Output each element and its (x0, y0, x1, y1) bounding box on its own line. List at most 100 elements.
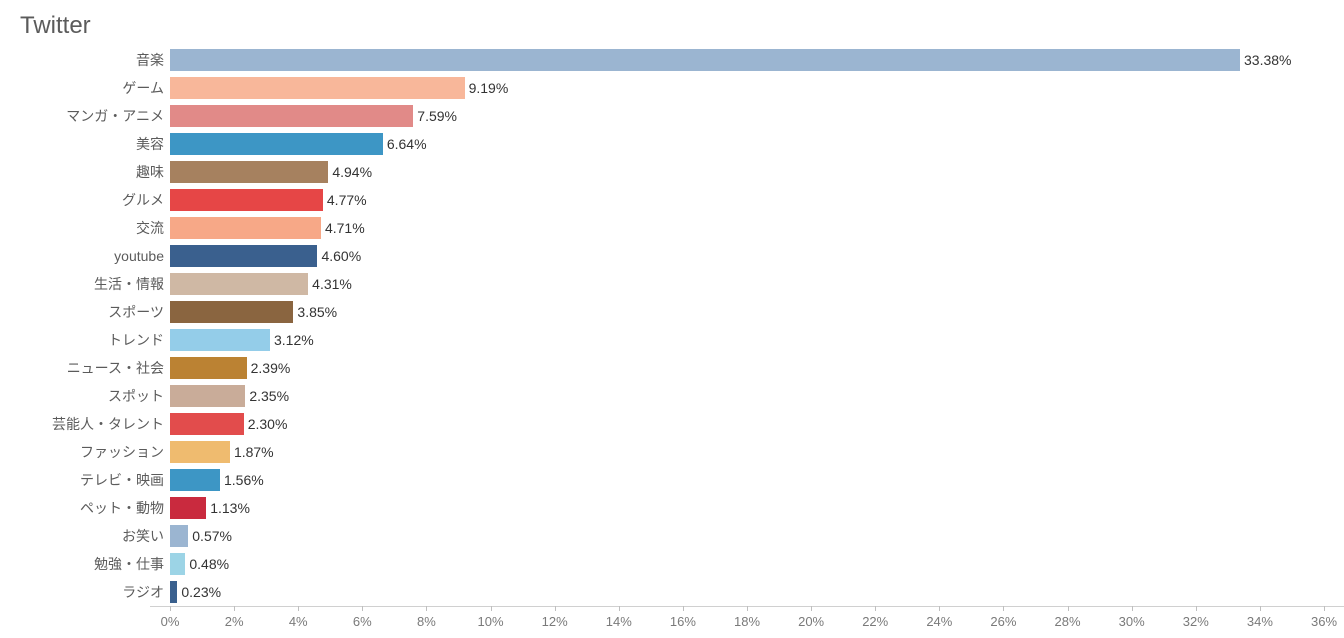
tick-mark (1260, 606, 1261, 611)
bar (170, 273, 308, 295)
tick-label: 0% (161, 614, 180, 629)
value-label: 2.35% (245, 388, 289, 404)
value-label: 4.31% (308, 276, 352, 292)
tick-mark (362, 606, 363, 611)
category-label: ゲーム (20, 78, 170, 98)
bar-track: 2.35% (170, 382, 1324, 410)
bar-track: 33.38% (170, 46, 1324, 74)
tick-label: 34% (1247, 614, 1273, 629)
category-label: マンガ・アニメ (20, 106, 170, 126)
bar-row: 生活・情報4.31% (20, 270, 1324, 298)
bar (170, 385, 245, 407)
bar (170, 77, 465, 99)
tick-mark (1196, 606, 1197, 611)
bar (170, 189, 323, 211)
x-axis: 0%2%4%6%8%10%12%14%16%18%20%22%24%26%28%… (170, 608, 1324, 638)
bar (170, 581, 177, 603)
bar-track: 0.23% (170, 578, 1324, 606)
bar-row: ニュース・社会 2.39% (20, 354, 1324, 382)
tick-mark (747, 606, 748, 611)
tick-mark (1003, 606, 1004, 611)
tick-label: 28% (1055, 614, 1081, 629)
bar-row: トレンド3.12% (20, 326, 1324, 354)
category-label: ファッション (20, 442, 170, 462)
bar-track: 4.71% (170, 214, 1324, 242)
tick-mark (234, 606, 235, 611)
bar (170, 245, 317, 267)
tick-label: 22% (862, 614, 888, 629)
value-label: 7.59% (413, 108, 457, 124)
bar (170, 441, 230, 463)
bar-row: 交流 4.71% (20, 214, 1324, 242)
bar-row: 音楽 33.38% (20, 46, 1324, 74)
tick-label: 14% (606, 614, 632, 629)
category-label: 美容 (20, 134, 170, 154)
tick-label: 20% (798, 614, 824, 629)
tick-mark (811, 606, 812, 611)
category-label: テレビ・映画 (20, 470, 170, 490)
category-label: ラジオ (20, 582, 170, 602)
tick-mark (939, 606, 940, 611)
bar (170, 497, 206, 519)
bar-track: 4.60% (170, 242, 1324, 270)
tick-label: 8% (417, 614, 436, 629)
tick-label: 18% (734, 614, 760, 629)
bar-row: 美容 6.64% (20, 130, 1324, 158)
value-label: 9.19% (465, 80, 509, 96)
tick-label: 36% (1311, 614, 1337, 629)
bar-row: youtube4.60% (20, 242, 1324, 270)
category-label: 勉強・仕事 (20, 554, 170, 574)
bar (170, 413, 244, 435)
bar-row: スポット 2.35% (20, 382, 1324, 410)
bar (170, 553, 185, 575)
bar (170, 357, 247, 379)
value-label: 4.94% (328, 164, 372, 180)
tick-mark (683, 606, 684, 611)
bar (170, 161, 328, 183)
value-label: 2.30% (244, 416, 288, 432)
bar-row: 趣味 4.94% (20, 158, 1324, 186)
bar-row: 勉強・仕事 0.48% (20, 550, 1324, 578)
bar-track: 1.13% (170, 494, 1324, 522)
category-label: トレンド (20, 330, 170, 350)
tick-label: 32% (1183, 614, 1209, 629)
tick-label: 26% (990, 614, 1016, 629)
tick-label: 24% (926, 614, 952, 629)
value-label: 1.56% (220, 472, 264, 488)
bar-row: マンガ・アニメ 7.59% (20, 102, 1324, 130)
bar-track: 2.30% (170, 410, 1324, 438)
category-label: スポット (20, 386, 170, 406)
tick-mark (1324, 606, 1325, 611)
category-label: スポーツ (20, 302, 170, 322)
value-label: 0.57% (188, 528, 232, 544)
bar (170, 49, 1240, 71)
tick-label: 10% (478, 614, 504, 629)
tick-mark (875, 606, 876, 611)
category-label: ニュース・社会 (20, 358, 170, 378)
bar-track: 1.56% (170, 466, 1324, 494)
bar-track: 4.77% (170, 186, 1324, 214)
tick-label: 30% (1119, 614, 1145, 629)
bar-row: ゲーム 9.19% (20, 74, 1324, 102)
category-label: 音楽 (20, 50, 170, 70)
value-label: 0.48% (185, 556, 229, 572)
value-label: 33.38% (1240, 52, 1291, 68)
category-label: 芸能人・タレント (20, 414, 170, 434)
tick-label: 2% (225, 614, 244, 629)
tick-label: 4% (289, 614, 308, 629)
bar (170, 105, 413, 127)
tick-label: 16% (670, 614, 696, 629)
bar-track: 3.12% (170, 326, 1324, 354)
value-label: 6.64% (383, 136, 427, 152)
value-label: 1.13% (206, 500, 250, 516)
tick-mark (1068, 606, 1069, 611)
value-label: 2.39% (247, 360, 291, 376)
value-label: 1.87% (230, 444, 274, 460)
bar-track: 0.48% (170, 550, 1324, 578)
bar-track: 0.57% (170, 522, 1324, 550)
value-label: 0.23% (177, 584, 221, 600)
value-label: 4.71% (321, 220, 365, 236)
category-label: 交流 (20, 218, 170, 238)
bar-row: テレビ・映画 1.56% (20, 466, 1324, 494)
category-label: 趣味 (20, 162, 170, 182)
